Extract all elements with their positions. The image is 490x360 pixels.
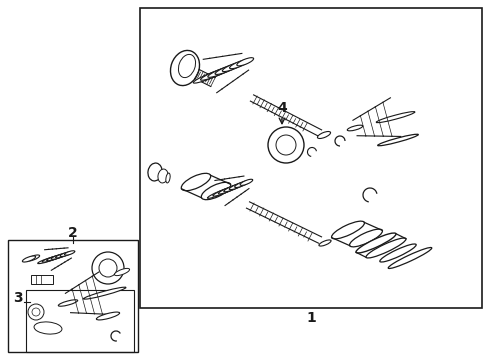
Bar [8, 240, 138, 352]
Ellipse shape [51, 253, 67, 259]
Ellipse shape [230, 59, 249, 69]
Ellipse shape [181, 173, 211, 191]
Ellipse shape [376, 112, 415, 123]
Ellipse shape [97, 312, 120, 320]
Circle shape [92, 252, 124, 284]
Ellipse shape [83, 287, 126, 299]
Ellipse shape [166, 173, 170, 183]
Text: 1: 1 [306, 311, 316, 325]
Ellipse shape [380, 244, 416, 262]
Ellipse shape [65, 251, 75, 255]
Circle shape [32, 308, 40, 316]
Bar [26, 290, 134, 352]
Ellipse shape [222, 62, 245, 72]
Ellipse shape [34, 322, 62, 334]
Ellipse shape [60, 252, 72, 257]
Ellipse shape [148, 163, 162, 181]
Ellipse shape [224, 184, 243, 192]
Circle shape [99, 259, 117, 277]
Ellipse shape [366, 238, 406, 258]
Ellipse shape [356, 233, 396, 253]
Ellipse shape [38, 256, 58, 264]
Ellipse shape [201, 182, 231, 200]
Ellipse shape [378, 134, 418, 146]
Circle shape [268, 127, 304, 163]
Ellipse shape [58, 300, 78, 306]
Ellipse shape [219, 185, 239, 194]
Ellipse shape [332, 221, 365, 239]
Ellipse shape [207, 188, 233, 198]
Ellipse shape [200, 67, 231, 80]
Ellipse shape [193, 69, 227, 83]
Ellipse shape [388, 247, 432, 269]
Ellipse shape [115, 269, 129, 276]
Ellipse shape [237, 58, 254, 66]
Ellipse shape [347, 125, 363, 131]
Ellipse shape [319, 240, 331, 246]
Ellipse shape [171, 50, 199, 86]
Ellipse shape [235, 181, 249, 188]
Bar [31, 275, 53, 284]
Ellipse shape [208, 65, 236, 77]
Ellipse shape [215, 63, 240, 75]
Text: 3: 3 [13, 291, 23, 305]
Ellipse shape [349, 229, 383, 247]
Ellipse shape [213, 186, 236, 196]
Ellipse shape [229, 182, 246, 190]
Ellipse shape [318, 131, 331, 139]
Ellipse shape [26, 255, 40, 261]
Text: 4: 4 [277, 101, 287, 115]
Ellipse shape [42, 256, 61, 262]
Circle shape [28, 304, 44, 320]
Ellipse shape [240, 179, 253, 185]
Ellipse shape [55, 253, 69, 258]
Ellipse shape [23, 256, 36, 262]
Ellipse shape [158, 169, 168, 183]
Text: 2: 2 [68, 226, 78, 240]
Ellipse shape [178, 54, 196, 78]
Ellipse shape [47, 255, 64, 261]
Bar [140, 8, 482, 308]
Circle shape [276, 135, 296, 155]
